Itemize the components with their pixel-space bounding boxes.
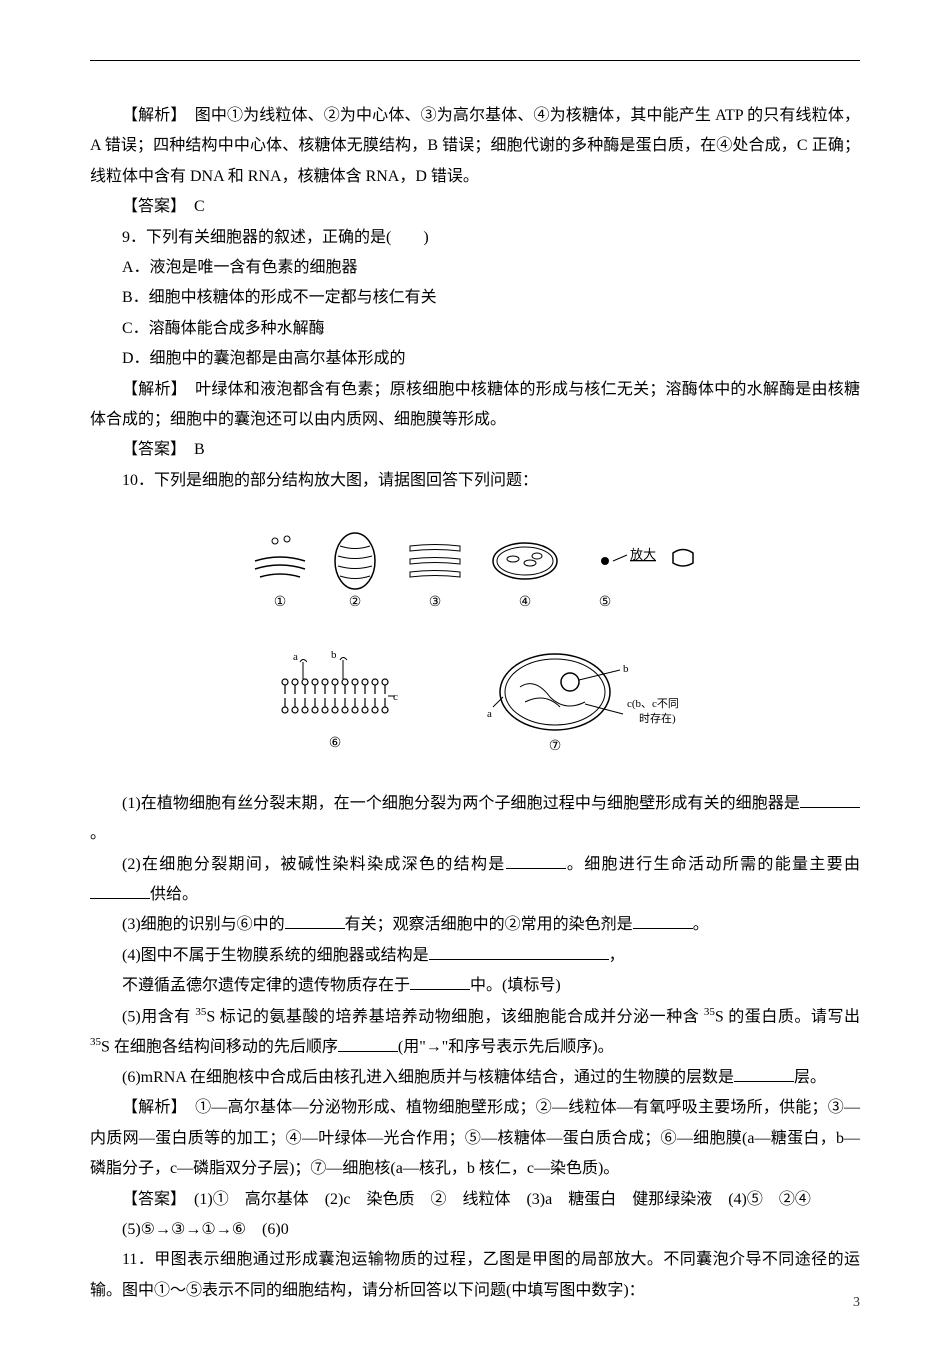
q8-analysis: 【解析】 图中①为线粒体、②为中心体、③为高尔基体、④为核糖体，其中能产生 AT… — [90, 101, 860, 192]
svg-text:④: ④ — [519, 595, 532, 610]
blank — [429, 944, 609, 960]
q10-answer-line2: (5)⑤→③→①→⑥ (6)0 — [90, 1215, 860, 1245]
svg-text:a: a — [293, 651, 298, 663]
blank — [285, 913, 345, 929]
analysis-label: 【解析】 — [122, 381, 179, 398]
sub1-post: 。 — [90, 825, 106, 842]
sub1-pre: (1)在植物细胞有丝分裂末期，在一个细胞分裂为两个子细胞过程中与细胞壁形成有关的… — [122, 795, 800, 812]
sub4b-pre: 不遵循孟德尔遗传定律的遗传物质存在于 — [122, 977, 410, 994]
sub5-pre: (5)用含有 — [122, 1008, 195, 1025]
diagram-row2: a b c ⑥ a b c(b、c不同 时存在) ⑦ — [245, 632, 705, 762]
q9-stem: 9．下列有关细胞器的叙述，正确的是( ) — [90, 223, 860, 253]
golgi-icon: ① — [255, 536, 305, 610]
q10-analysis-text: ①—高尔基体—分泌物形成、植物细胞壁形成；②—线粒体—有氧呼吸主要场所，供能；③… — [90, 1099, 860, 1177]
svg-text:时存在): 时存在) — [639, 711, 676, 725]
sub3-pre: (3)细胞的识别与⑥中的 — [122, 916, 285, 933]
blank — [410, 974, 470, 990]
q10-analysis: 【解析】 ①—高尔基体—分泌物形成、植物细胞壁形成；②—线粒体—有氧呼吸主要场所… — [90, 1093, 860, 1184]
sub6-pre: (6)mRNA 在细胞核中合成后由核孔进入细胞质并与核糖体结合，通过的生物膜的层… — [122, 1069, 734, 1086]
membrane-icon: a b c ⑥ — [282, 649, 398, 751]
q10-sub2: (2)在细胞分裂期间，被碱性染料染成深色的结构是 。细胞进行生命活动所需的能量主要… — [90, 850, 860, 911]
sup: 35 — [195, 1006, 206, 1018]
nucleus-icon: a b c(b、c不同 时存在) ⑦ — [487, 654, 679, 754]
sub4-post: ， — [609, 947, 625, 964]
diagram-row1: ① ② ③ ④ 放大 — [235, 511, 715, 621]
svg-text:②: ② — [349, 595, 362, 610]
svg-text:b: b — [623, 663, 629, 675]
sub4b-post: 中。(填标号) — [470, 977, 561, 994]
q10-sub4: (4)图中不属于生物膜系统的细胞器或结构是 ， — [90, 941, 860, 971]
q10-stem: 10．下列是细胞的部分结构放大图，请据图回答下列问题： — [90, 466, 860, 496]
q10-sub5: (5)用含有 35S 标记的氨基酸的培养基培养动物细胞，该细胞能合成并分泌一种含… — [90, 1002, 860, 1063]
svg-text:a: a — [487, 708, 492, 720]
svg-text:①: ① — [274, 595, 287, 610]
blank — [633, 913, 693, 929]
q9-opt-d: D．细胞中的囊泡都是由高尔基体形成的 — [90, 344, 860, 374]
sup: 35 — [704, 1006, 715, 1018]
svg-text:c: c — [393, 691, 398, 703]
svg-text:c(b、c不同: c(b、c不同 — [627, 698, 679, 710]
q9-analysis: 【解析】 叶绿体和液泡都含有色素；原核细胞中核糖体的形成与核仁无关；溶酶体中的水… — [90, 375, 860, 436]
chloroplast-icon: ④ — [493, 543, 557, 610]
er-icon: ③ — [410, 545, 460, 611]
q10-answer-text1: (1)① 高尔基体 (2)c 染色质 ② 线粒体 (3)a 糖蛋白 健那绿染液 … — [194, 1191, 811, 1208]
sub6-post: 层。 — [794, 1069, 826, 1086]
sub2-post: 供给。 — [150, 886, 198, 903]
svg-text:放大: 放大 — [630, 547, 656, 562]
q11-stem: 11．甲图表示细胞通过形成囊泡运输物质的过程，乙图是甲图的局部放大。不同囊泡介导… — [90, 1245, 860, 1306]
q8-answer: 【答案】 C — [90, 192, 860, 222]
sub3-mid: 有关；观察活细胞中的②常用的染色剂是 — [345, 916, 633, 933]
sub3-post: 。 — [693, 916, 709, 933]
q10-sub1: (1)在植物细胞有丝分裂末期，在一个细胞分裂为两个子细胞过程中与细胞壁形成有关的… — [90, 789, 860, 850]
sub2-pre: (2)在细胞分裂期间，被碱性染料染成深色的结构是 — [122, 856, 506, 873]
sub2-mid: 。细胞进行生命活动所需的能量主要由 — [566, 856, 860, 873]
q10-diagram: ① ② ③ ④ 放大 — [90, 511, 860, 774]
sub5-mid3: S 在细胞各结构间移动的先后顺序 — [101, 1039, 338, 1056]
q10-answer-line1: 【答案】 (1)① 高尔基体 (2)c 染色质 ② 线粒体 (3)a 糖蛋白 健… — [90, 1185, 860, 1215]
q9-analysis-text: 叶绿体和液泡都含有色素；原核细胞中核糖体的形成与核仁无关；溶酶体中的水解酶是由核… — [90, 381, 860, 428]
analysis-label: 【解析】 — [122, 1099, 179, 1116]
answer-label: 【答案】 — [122, 198, 178, 215]
svg-text:③: ③ — [429, 595, 442, 610]
sub5-post: (用"→"和序号表示先后顺序)。 — [398, 1039, 614, 1056]
svg-text:b: b — [331, 649, 337, 661]
svg-text:⑥: ⑥ — [329, 736, 342, 751]
sup: 35 — [90, 1036, 101, 1048]
sub5-mid2: S 的蛋白质。请写出 — [715, 1008, 860, 1025]
q9-answer-text: B — [194, 441, 205, 458]
blank — [800, 792, 860, 808]
q8-analysis-text: 图中①为线粒体、②为中心体、③为高尔基体、④为核糖体，其中能产生 ATP 的只有… — [90, 107, 860, 185]
analysis-label: 【解析】 — [122, 107, 179, 124]
q10-sub4b: 不遵循孟德尔遗传定律的遗传物质存在于 中。(填标号) — [90, 971, 860, 1001]
q8-answer-text: C — [194, 198, 205, 215]
answer-label: 【答案】 — [122, 1191, 178, 1208]
q9-opt-a: A．液泡是唯一含有色素的细胞器 — [90, 253, 860, 283]
mitochondria-icon: ② — [335, 533, 375, 610]
blank — [506, 853, 566, 869]
q9-opt-c: C．溶酶体能合成多种水解酶 — [90, 314, 860, 344]
sub5-mid1: S 标记的氨基酸的培养基培养动物细胞，该细胞能合成并分泌一种含 — [206, 1008, 703, 1025]
blank — [90, 883, 150, 899]
header-rule — [90, 60, 860, 61]
sub4-pre: (4)图中不属于生物膜系统的细胞器或结构是 — [122, 947, 429, 964]
answer-label: 【答案】 — [122, 441, 178, 458]
q9-opt-b: B．细胞中核糖体的形成不一定都与核仁有关 — [90, 283, 860, 313]
blank — [734, 1066, 794, 1082]
q10-sub6: (6)mRNA 在细胞核中合成后由核孔进入细胞质并与核糖体结合，通过的生物膜的层… — [90, 1063, 860, 1093]
blank — [338, 1036, 398, 1052]
svg-text:⑤: ⑤ — [599, 595, 612, 610]
svg-text:⑦: ⑦ — [549, 739, 562, 754]
ribosome-icon: 放大 ⑤ — [599, 547, 693, 610]
q9-answer: 【答案】 B — [90, 435, 860, 465]
q10-sub3: (3)细胞的识别与⑥中的 有关；观察活细胞中的②常用的染色剂是 。 — [90, 910, 860, 940]
page-number: 3 — [853, 1290, 860, 1317]
